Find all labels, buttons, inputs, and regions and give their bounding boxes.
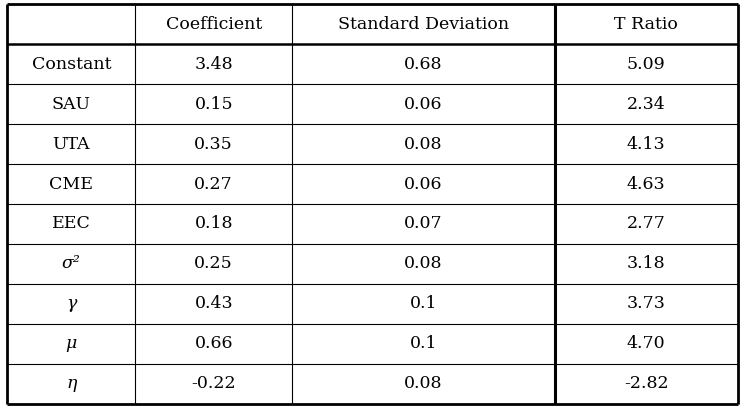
- Text: Coefficient: Coefficient: [165, 16, 261, 33]
- Text: 3.48: 3.48: [194, 55, 233, 73]
- Text: 0.18: 0.18: [194, 215, 233, 233]
- Text: 3.73: 3.73: [627, 295, 666, 313]
- Text: 0.08: 0.08: [405, 135, 443, 153]
- Text: 0.27: 0.27: [194, 175, 233, 193]
- Text: -0.22: -0.22: [191, 375, 236, 392]
- Text: T Ratio: T Ratio: [615, 16, 678, 33]
- Text: 0.07: 0.07: [405, 215, 443, 233]
- Text: 5.09: 5.09: [627, 55, 666, 73]
- Text: 0.68: 0.68: [405, 55, 443, 73]
- Text: 2.77: 2.77: [627, 215, 666, 233]
- Text: Constant: Constant: [31, 55, 111, 73]
- Text: μ: μ: [66, 335, 77, 353]
- Text: CME: CME: [49, 175, 93, 193]
- Text: 2.34: 2.34: [627, 95, 666, 113]
- Text: η: η: [66, 375, 77, 392]
- Text: 4.70: 4.70: [627, 335, 665, 353]
- Text: 3.18: 3.18: [627, 255, 665, 273]
- Text: 0.25: 0.25: [194, 255, 233, 273]
- Text: SAU: SAU: [52, 95, 91, 113]
- Text: 0.43: 0.43: [194, 295, 233, 313]
- Text: Standard Deviation: Standard Deviation: [338, 16, 509, 33]
- Text: 0.1: 0.1: [410, 295, 437, 313]
- Text: 0.06: 0.06: [405, 175, 443, 193]
- Text: 0.66: 0.66: [194, 335, 233, 353]
- Text: 4.13: 4.13: [627, 135, 665, 153]
- Text: 0.06: 0.06: [405, 95, 443, 113]
- Text: γ: γ: [66, 295, 77, 313]
- Text: 0.08: 0.08: [405, 375, 443, 392]
- Text: 0.1: 0.1: [410, 335, 437, 353]
- Text: -2.82: -2.82: [624, 375, 668, 392]
- Text: 0.15: 0.15: [194, 95, 233, 113]
- Text: EEC: EEC: [52, 215, 91, 233]
- Text: 0.08: 0.08: [405, 255, 443, 273]
- Text: 0.35: 0.35: [194, 135, 233, 153]
- Text: UTA: UTA: [53, 135, 90, 153]
- Text: σ²: σ²: [62, 255, 80, 273]
- Text: 4.63: 4.63: [627, 175, 665, 193]
